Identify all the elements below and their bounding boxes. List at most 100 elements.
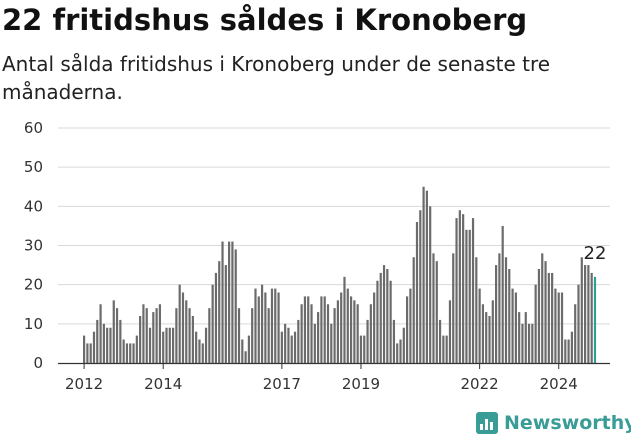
bar xyxy=(333,308,336,363)
bar xyxy=(415,222,419,363)
bar xyxy=(537,269,541,363)
bar xyxy=(214,272,218,363)
bar xyxy=(419,210,422,363)
bar xyxy=(580,257,583,363)
bar xyxy=(237,308,241,363)
bar xyxy=(369,304,372,363)
bar xyxy=(83,335,86,363)
bar xyxy=(102,323,105,363)
bar xyxy=(280,331,283,363)
bar xyxy=(511,288,514,363)
page-title: 22 fritidshus såldes i Kronoberg xyxy=(2,3,528,37)
bar xyxy=(564,339,567,363)
bar xyxy=(109,327,112,363)
bar xyxy=(178,284,181,363)
bar xyxy=(211,284,214,363)
x-tick-label: 2012 xyxy=(65,375,103,393)
bar xyxy=(376,280,379,363)
bar xyxy=(139,316,142,363)
bar xyxy=(574,304,577,363)
bar xyxy=(491,300,494,363)
page-subtitle: Antal sålda fritidshus i Kronoberg under… xyxy=(2,52,551,104)
bar xyxy=(531,323,534,363)
bar xyxy=(228,241,231,363)
bar xyxy=(570,331,574,363)
bar xyxy=(422,186,425,363)
bar xyxy=(349,296,353,363)
bar xyxy=(231,241,234,363)
chart-grid xyxy=(58,127,610,325)
bar xyxy=(359,335,363,363)
bar xyxy=(590,272,593,363)
y-tick-label: 10 xyxy=(24,315,43,333)
bar xyxy=(254,288,257,363)
bar xyxy=(567,339,570,363)
bar xyxy=(284,323,287,363)
bar xyxy=(320,296,323,363)
bar xyxy=(458,210,461,363)
bar xyxy=(267,308,270,363)
bar xyxy=(382,265,386,363)
bar xyxy=(485,312,488,363)
bar-chart: 0 10 20 30 40 50 60 2012 2014 2017 2019 2022 2024 2… xyxy=(24,119,610,393)
bar xyxy=(155,308,158,363)
bar xyxy=(396,343,399,363)
bar xyxy=(386,269,389,363)
bar xyxy=(89,343,92,363)
bar xyxy=(152,312,155,363)
bar xyxy=(462,214,465,363)
bar xyxy=(551,272,554,363)
bar xyxy=(290,335,293,363)
latest-value-label: 22 xyxy=(584,243,607,264)
bar xyxy=(425,190,428,363)
bar xyxy=(277,292,280,363)
bar xyxy=(287,327,290,363)
bar xyxy=(119,319,122,363)
bar xyxy=(142,304,145,363)
bar xyxy=(185,300,188,363)
bar xyxy=(162,331,165,363)
bar xyxy=(412,257,415,363)
x-tick-label: 2014 xyxy=(144,375,182,393)
bar xyxy=(498,253,501,363)
bar xyxy=(475,257,478,363)
bar xyxy=(264,292,267,363)
bar xyxy=(353,300,356,363)
bar xyxy=(125,343,129,363)
bar xyxy=(241,339,244,363)
bar xyxy=(181,292,185,363)
bar xyxy=(129,343,132,363)
bar xyxy=(468,229,471,363)
x-tick-label: 2017 xyxy=(263,375,301,393)
bar xyxy=(432,253,435,363)
bar xyxy=(406,296,409,363)
bar xyxy=(366,319,369,363)
x-tick-label: 2024 xyxy=(540,375,578,393)
bar xyxy=(495,265,498,363)
x-axis: 2012 2014 2017 2019 2022 2024 xyxy=(58,362,610,393)
bar xyxy=(307,296,310,363)
bar xyxy=(221,241,224,363)
bar xyxy=(99,304,102,363)
bar xyxy=(115,308,119,363)
bar xyxy=(429,206,432,363)
bar xyxy=(208,308,211,363)
bar xyxy=(340,292,343,363)
bar xyxy=(251,308,254,363)
bar xyxy=(92,331,96,363)
bar xyxy=(448,300,452,363)
x-tick-label: 2022 xyxy=(461,375,499,393)
y-tick-label: 30 xyxy=(24,237,43,255)
bar xyxy=(438,319,442,363)
bar xyxy=(524,312,527,363)
chart-bars xyxy=(83,186,597,363)
bar xyxy=(195,331,198,363)
bar-latest xyxy=(593,276,597,363)
bar xyxy=(336,300,339,363)
bar xyxy=(303,296,307,363)
bar xyxy=(112,300,115,363)
bar xyxy=(389,280,392,363)
bar xyxy=(544,261,547,363)
bar xyxy=(577,284,580,363)
bar xyxy=(445,335,448,363)
